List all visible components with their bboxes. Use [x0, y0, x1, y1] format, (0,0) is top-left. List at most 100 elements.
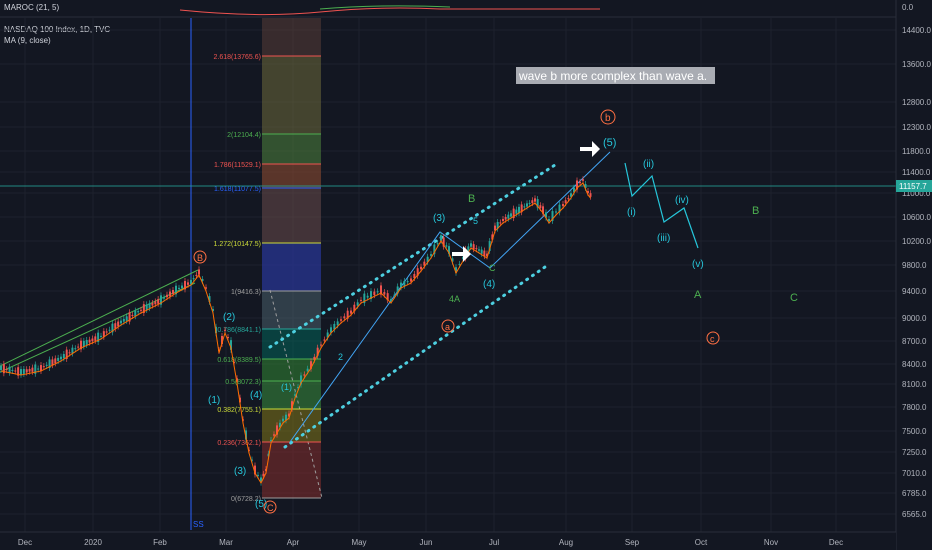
time-axis-label: Aug [559, 538, 573, 547]
fib-level-label: 1.272(10147.5) [214, 241, 261, 248]
wave-label-3-paren: (3) [433, 213, 445, 224]
price-tag [896, 180, 932, 192]
indicator-line [179, 7, 600, 16]
price-axis-label: 11000.0 [902, 189, 931, 198]
wave-label-four-small: 4 [449, 294, 454, 304]
wave-label-i-small: (1) [281, 382, 292, 392]
price-axis-label: 8700.0 [902, 337, 927, 346]
fib-level-label: 0.5(8072.3) [225, 379, 261, 386]
wave-label-B-green: B [468, 193, 475, 205]
wave-label-two: 2 [338, 352, 343, 362]
wave-label-C-green: C [790, 292, 798, 304]
price-axis-label: 8100.0 [902, 380, 927, 389]
price-axis[interactable] [896, 0, 932, 550]
time-axis-label: Sep [625, 538, 640, 547]
price-axis-label: 7500.0 [902, 427, 927, 436]
price-axis-label: 9000.0 [902, 314, 927, 323]
wave-label-2: (2) [223, 312, 235, 323]
fib-level-label: 0(6728.2) [231, 496, 261, 503]
wave-label-4: (4) [250, 390, 262, 401]
channel-upper[interactable] [268, 163, 557, 349]
annotation-text: wave b more complex than wave a. [518, 69, 707, 83]
price-axis-label: 12800.0 [902, 98, 931, 107]
price-axis-label: 9800.0 [902, 261, 927, 270]
annotation-box[interactable] [516, 67, 715, 84]
time-axis[interactable] [0, 532, 896, 550]
indicator-axis-value: 0.0 [902, 3, 914, 12]
wave-label-5: (5) [255, 499, 267, 510]
wave-label-v: (v) [692, 259, 704, 270]
price-tag-text: 11157.7 [899, 182, 927, 191]
wave-label-1: (1) [208, 395, 220, 406]
fib-level-label: 0.236(7362.1) [217, 440, 261, 447]
arrow-right-icon [580, 141, 600, 157]
fib-level-label: 0.786(8841.1) [217, 327, 261, 334]
fib-level-label: 0.382(7755.1) [217, 407, 261, 414]
early-wedge-lower[interactable] [0, 282, 196, 373]
fib-level-label: 1(9416.3) [231, 289, 261, 296]
fib-level-label: 1.618(11077.5) [214, 186, 261, 193]
time-axis-label: Jul [489, 538, 499, 547]
price-axis-label: 7250.0 [902, 448, 927, 457]
wave-label-five: 5 [473, 216, 478, 226]
fib-level-label: 1.786(11529.1) [214, 162, 261, 169]
wave-label-C-circle: C [267, 503, 274, 513]
wave-label-C-small: C [489, 263, 496, 273]
wave-label-iii: (iii) [657, 233, 670, 244]
fib-level-label: 2.618(13765.6) [214, 54, 261, 61]
fib-level-lines: 2.618(13765.6) 2(12104.4) 1.786(11529.1) 1.… [214, 54, 321, 503]
price-axis-label: 6785.0 [902, 489, 927, 498]
price-axis-labels: 14400.0 13600.0 12800.0 12300.0 11800.0 11400… [902, 26, 931, 519]
wave-label-A-green: A [694, 289, 702, 301]
time-axis-label: Feb [153, 538, 167, 547]
projection-wave-line[interactable] [624, 162, 699, 249]
price-axis-label: 8400.0 [902, 360, 927, 369]
early-wedge-upper[interactable] [0, 269, 199, 367]
time-axis-label: Dec [18, 538, 32, 547]
indicator-line-green [319, 5, 451, 10]
price-axis-label: 13600.0 [902, 60, 931, 69]
wave-label-3: (3) [234, 466, 246, 477]
price-axis-label: 10600.0 [902, 213, 931, 222]
price-axis-label: 11400.0 [902, 168, 931, 177]
fib-retracement-box[interactable] [262, 18, 323, 499]
price-axis-label: 7010.0 [902, 469, 927, 478]
price-axis-label: 6565.0 [902, 510, 927, 519]
wave-label-5-paren: (5) [603, 137, 616, 149]
wave-label-a-circle: a [445, 322, 450, 332]
price-axis-label: 14400.0 [902, 26, 931, 35]
ss-label: SS [193, 520, 204, 529]
price-axis-label: 7800.0 [902, 403, 927, 412]
ma-legend[interactable]: MA (9, close) [4, 36, 51, 45]
time-axis-labels: Dec 2020 Feb Mar Apr May Jun Jul Aug Sep Oct Nov Dec [18, 538, 843, 547]
wave-label-i: (i) [627, 207, 636, 218]
time-axis-label: Oct [695, 538, 708, 547]
price-axis-label: 10200.0 [902, 237, 931, 246]
wave-label-iv: (iv) [675, 195, 689, 206]
wave-label-ii: (ii) [643, 159, 654, 170]
time-axis-label: Dec [829, 538, 843, 547]
time-axis-label: Nov [764, 538, 778, 547]
wave-label-b-circle: b [605, 113, 611, 124]
time-axis-label: Jun [420, 538, 433, 547]
wave-label-B-green-projection: B [752, 205, 759, 217]
wave-label-B-circle: B [197, 253, 203, 263]
indicator-legend[interactable]: MAROC (21, 5) [4, 3, 60, 12]
price-axis-label: 9400.0 [902, 287, 927, 296]
fib-level-label: 2(12104.4) [227, 132, 261, 139]
fib-level-label: 0.618(8389.5) [217, 357, 261, 364]
wave-label-A-small: A [454, 294, 460, 304]
chart-grid [0, 18, 896, 532]
arrow-right-icon [452, 246, 471, 262]
time-axis-label: Mar [219, 538, 233, 547]
moving-average-line [0, 182, 591, 485]
time-axis-label: 2020 [84, 538, 102, 547]
wave-label-4-paren: (4) [483, 279, 495, 290]
time-axis-label: May [351, 538, 366, 547]
channel-lower[interactable] [283, 265, 547, 449]
wave-label-c-circle: c [710, 334, 715, 344]
price-axis-label: 11800.0 [902, 147, 931, 156]
price-axis-label: 12300.0 [902, 123, 931, 132]
time-axis-label: Apr [287, 538, 300, 547]
